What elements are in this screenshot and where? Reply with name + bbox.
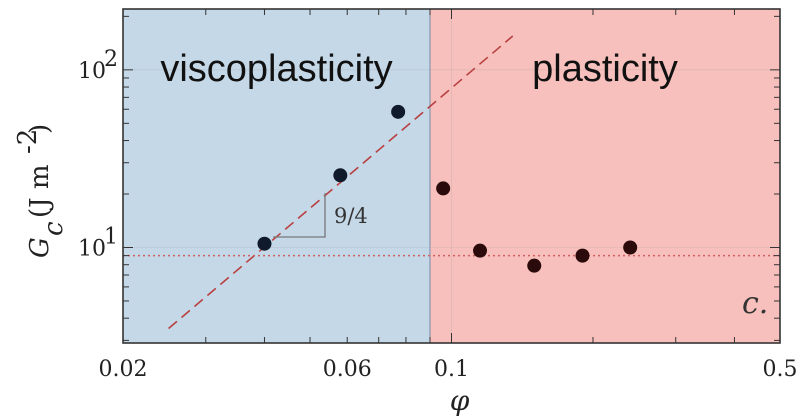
region-viscoplasticity: [123, 9, 430, 343]
x-tick-label: 0.06: [323, 357, 372, 382]
y-tick-label-exponent: 2: [104, 47, 118, 72]
y-axis-unit: (J m: [25, 165, 55, 219]
y-tick-label-base: 10: [78, 236, 106, 261]
y-axis-unit-exponent: -2: [13, 129, 43, 154]
y-axis-label: G c (J m -2 ): [13, 124, 69, 258]
y-axis-unit-close: ): [25, 124, 55, 134]
y-tick-label-base: 10: [78, 59, 106, 84]
slope-triangle-legs: [273, 193, 326, 238]
y-axis-subscript: c: [39, 221, 69, 236]
x-tick-labels: 0.02 0.06 0.1 0.5: [99, 357, 798, 382]
slope-label: 9/4: [334, 204, 368, 228]
region-label-viscoplasticity: viscoplasticity: [160, 48, 392, 90]
y-axis-symbol: G: [25, 237, 55, 258]
data-point: [623, 240, 638, 255]
region-label-plasticity: plasticity: [532, 48, 678, 90]
x-tick-label: 0.02: [99, 357, 148, 382]
data-point: [436, 181, 451, 196]
y-tick-label-exponent: 1: [104, 224, 118, 249]
data-point: [527, 258, 542, 273]
data-point: [257, 236, 272, 251]
regions: [123, 9, 780, 343]
data-point: [333, 168, 348, 183]
x-tick-label: 0.5: [763, 357, 798, 382]
data-point: [575, 248, 590, 263]
axis-ticks: [122, 9, 781, 343]
data-point: [473, 243, 488, 258]
slope-triangle: [273, 193, 326, 238]
region-plasticity: [429, 9, 780, 343]
x-tick-label: 0.1: [434, 357, 469, 382]
x-axis-label: φ: [450, 384, 470, 417]
grid: [123, 9, 780, 343]
data-point: [391, 104, 406, 119]
data-points: [257, 104, 638, 273]
panel-label: c.: [742, 286, 768, 321]
